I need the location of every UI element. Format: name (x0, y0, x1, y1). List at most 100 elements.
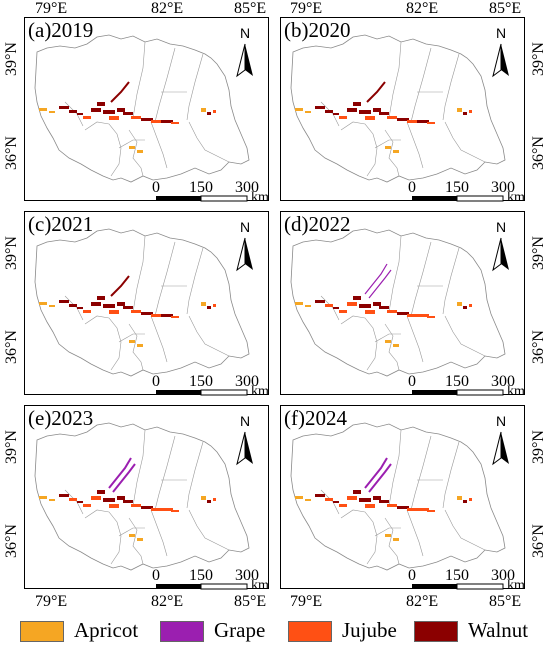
county-boundary (186, 247, 204, 315)
crop-area-apricot (295, 496, 303, 499)
panel-label: (e)2023 (28, 406, 94, 430)
crop-area-apricot (385, 340, 391, 343)
crop-area-apricot (305, 111, 311, 113)
county-boundary (388, 429, 402, 507)
crop-area-jujube (161, 508, 173, 511)
lat-label-left-row3-39: 39°N (3, 430, 20, 464)
crop-area-jujube (325, 498, 333, 501)
county-boundary (384, 517, 400, 565)
county-boundary (150, 315, 168, 363)
legend-swatch (20, 621, 64, 642)
lon-label-bottom-right-85: 85°E (489, 593, 522, 610)
scale-unit: km (507, 384, 525, 396)
crop-area-walnut (359, 498, 371, 502)
crop-area-jujube (387, 310, 397, 313)
crop-area-jujube (469, 110, 472, 113)
lat-label-left-row1-36: 36°N (3, 136, 20, 170)
map-panel-2024: N 0 150 300 km (f)2024 (280, 405, 525, 590)
crop-area-apricot (137, 150, 143, 153)
scale-tick-label: 300 (491, 179, 515, 196)
crop-area-walnut (353, 296, 361, 300)
crop-area-apricot (201, 302, 206, 306)
north-arrow-icon (236, 43, 253, 78)
crop-area-walnut (379, 500, 389, 503)
county-boundary (442, 441, 460, 509)
lat-label-left-row2-39: 39°N (3, 236, 20, 270)
county-boundary (186, 441, 204, 509)
crop-area-jujube (417, 314, 429, 317)
crop-area-jujube (91, 496, 101, 500)
legend-label: Grape (214, 618, 266, 642)
crop-area-jujube (109, 116, 119, 120)
crop-area-jujube (339, 504, 347, 507)
scale-unit: km (507, 578, 525, 590)
scale-tick-label: 300 (491, 567, 515, 584)
scale-tick-label: 150 (189, 567, 213, 584)
crop-area-jujube (347, 496, 357, 500)
crop-area-walnut (347, 108, 357, 112)
crop-area-jujube (213, 110, 216, 113)
crop-area-jujube (365, 504, 375, 508)
lon-label-top-left-79: 79°E (35, 0, 68, 17)
legend-label: Apricot (74, 618, 139, 642)
crop-area-walnut (353, 490, 361, 494)
crop-area-walnut (110, 275, 130, 297)
crop-area-walnut (315, 300, 325, 303)
crop-area-grape (368, 269, 392, 299)
lon-label-bottom-right-79: 79°E (290, 593, 323, 610)
lat-label-right-row2-36: 36°N (530, 330, 547, 364)
county-boundary (388, 235, 402, 313)
panel-label: (a)2019 (28, 18, 94, 42)
legend-label: Jujube (342, 618, 397, 642)
county-boundary (132, 235, 146, 313)
county-boundary (188, 121, 230, 163)
crop-area-apricot (457, 496, 462, 500)
county-boundary (118, 139, 145, 149)
county-boundary (84, 509, 122, 565)
crop-area-walnut (463, 112, 467, 115)
county-boundary (388, 41, 402, 119)
crop-area-walnut (463, 306, 467, 309)
lat-label-right-row1-36: 36°N (530, 136, 547, 170)
crop-area-walnut (333, 113, 339, 115)
county-boundary (374, 527, 401, 537)
north-label: N (496, 25, 506, 41)
county-boundary (154, 47, 176, 123)
crop-area-walnut (397, 118, 409, 121)
scale-unit: km (251, 578, 269, 590)
county-boundary (150, 509, 168, 557)
crop-area-jujube (339, 116, 347, 119)
crop-area-walnut (141, 118, 153, 121)
crop-area-jujube (151, 508, 161, 511)
scale-tick-label: 150 (445, 179, 469, 196)
county-boundary (128, 517, 144, 565)
north-arrow-icon (492, 43, 509, 78)
lon-label-bottom-right-82: 82°E (406, 593, 439, 610)
county-boundary (186, 53, 204, 121)
crop-area-jujube (151, 314, 161, 317)
crop-area-walnut (103, 498, 115, 502)
crop-area-apricot (137, 344, 143, 347)
crop-area-walnut (69, 304, 77, 307)
county-boundary (374, 139, 401, 149)
county-boundary (444, 509, 486, 551)
scale-tick-label: 150 (445, 567, 469, 584)
county-boundary (84, 315, 122, 371)
crop-area-walnut (123, 112, 133, 115)
crop-area-walnut (315, 494, 325, 497)
crop-area-walnut (359, 304, 371, 308)
crop-area-grape (112, 463, 136, 493)
crop-area-apricot (457, 108, 462, 112)
region-outline (290, 422, 506, 571)
county-boundary (442, 53, 460, 121)
crop-area-walnut (207, 112, 211, 115)
legend-label: Walnut (468, 618, 529, 642)
county-boundary (340, 509, 378, 565)
scale-tick-label: 0 (152, 179, 160, 196)
crop-area-jujube (469, 304, 472, 307)
crop-area-grape (364, 457, 388, 489)
crop-area-jujube (171, 510, 179, 512)
